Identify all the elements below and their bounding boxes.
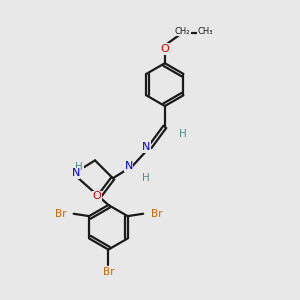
Text: Br: Br <box>55 209 66 219</box>
Text: CH₂: CH₂ <box>175 27 190 36</box>
Text: N: N <box>142 142 151 152</box>
Text: CH₃: CH₃ <box>197 27 213 36</box>
Text: H: H <box>142 173 149 183</box>
Text: N: N <box>71 168 80 178</box>
Text: Br: Br <box>103 268 114 278</box>
Text: H: H <box>75 162 83 172</box>
Text: N: N <box>124 161 133 171</box>
Text: Br: Br <box>151 209 162 219</box>
Text: H: H <box>179 129 187 139</box>
Text: O: O <box>93 191 101 201</box>
Text: O: O <box>160 44 169 54</box>
